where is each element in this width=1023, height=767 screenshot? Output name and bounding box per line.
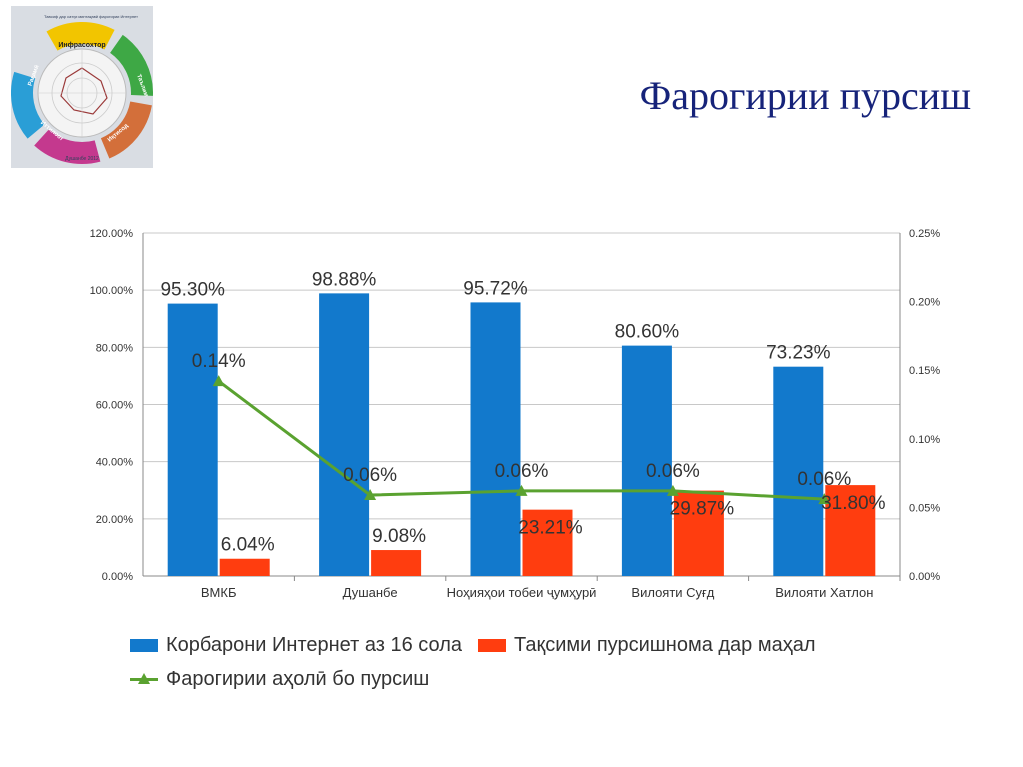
- bar-series-1: [621, 345, 672, 576]
- y-left-tick-label: 40.00%: [96, 457, 134, 469]
- data-label-series-1: 98.88%: [312, 269, 377, 290]
- data-label-series-1: 95.72%: [463, 278, 528, 299]
- data-label-series-3: 0.06%: [646, 461, 700, 482]
- legend-row: Фарогирии аҳолӣ бо пурсиш: [130, 664, 832, 694]
- logo: Тавсиф дар сатҳи минтақавӣ фарогирии Инт…: [11, 6, 153, 168]
- legend-item-series-3: Фарогирии аҳолӣ бо пурсиш: [130, 668, 429, 691]
- bar-series-1: [167, 303, 218, 576]
- chart-legend: Корбарони Интернет аз 16 сола Тақсими пу…: [130, 630, 832, 698]
- x-tick-label: ВМКБ: [201, 585, 237, 600]
- slide-title: Фарогирии пурсиш: [639, 73, 971, 118]
- y-right-tick-label: 0.20%: [909, 297, 940, 309]
- legend-swatch-bar-orange: [478, 638, 506, 652]
- y-right-tick-label: 0.15%: [909, 365, 940, 377]
- y-left-tick-label: 100.00%: [90, 285, 134, 297]
- bar-series-2: [219, 558, 270, 576]
- legend-label: Тақсими пурсишнома дар маҳал: [514, 633, 816, 656]
- y-right-tick-label: 0.05%: [909, 502, 940, 514]
- line-point-series-3: [515, 484, 528, 496]
- x-tick-label: Ноҳияҳои тобеи ҷумҳурӣ: [447, 585, 597, 600]
- legend-label: Фарогирии аҳолӣ бо пурсиш: [166, 667, 430, 690]
- bar-series-2: [673, 490, 724, 576]
- data-label-series-2: 9.08%: [372, 526, 426, 547]
- logo-segment-label: Инфрасохтор: [58, 42, 105, 49]
- legend-label: Корбарони Интернет аз 16 сола: [166, 633, 462, 656]
- data-label-series-2: 31.80%: [821, 493, 886, 514]
- legend-swatch-bar-blue: [130, 638, 158, 652]
- data-label-series-2: 23.21%: [518, 518, 583, 539]
- line-point-series-3: [666, 484, 679, 496]
- legend-row: Корбарони Интернет аз 16 сола Тақсими пу…: [130, 630, 832, 660]
- y-right-tick-label: 0.00%: [909, 571, 940, 583]
- bar-series-1: [319, 293, 370, 576]
- x-tick-label: Душанбе: [343, 585, 398, 600]
- bar-series-1: [470, 302, 521, 576]
- bar-series-2: [522, 509, 573, 576]
- data-label-series-3: 0.06%: [343, 465, 397, 486]
- y-right-tick-label: 0.10%: [909, 434, 940, 446]
- legend-swatch-line-green: [130, 672, 158, 686]
- data-label-series-2: 6.04%: [221, 535, 275, 556]
- logo-title: Тавсиф дар сатҳи минтақавӣ фарогирии Инт…: [44, 14, 138, 19]
- legend-item-series-1: Корбарони Интернет аз 16 сола: [130, 634, 462, 657]
- legend-item-series-2: Тақсими пурсишнома дар маҳал: [478, 634, 816, 657]
- y-left-tick-label: 120.00%: [90, 228, 134, 240]
- data-label-series-1: 95.30%: [160, 280, 225, 301]
- data-label-series-3: 0.06%: [495, 461, 549, 482]
- y-left-tick-label: 80.00%: [96, 342, 134, 354]
- x-tick-label: Вилояти Суғд: [631, 585, 714, 600]
- y-right-tick-label: 0.25%: [909, 228, 940, 240]
- x-tick-label: Вилояти Хатлон: [775, 585, 873, 600]
- y-left-tick-label: 0.00%: [102, 571, 133, 583]
- data-label-series-3: 0.14%: [192, 351, 246, 372]
- logo-footer: Душанбе 2012: [65, 156, 99, 162]
- line-point-series-3: [818, 493, 831, 505]
- y-left-tick-label: 20.00%: [96, 514, 134, 526]
- bar-series-1: [773, 366, 824, 576]
- line-point-series-3: [212, 375, 225, 387]
- bar-series-2: [825, 485, 876, 576]
- y-left-tick-label: 60.00%: [96, 400, 134, 412]
- bar-series-2: [371, 550, 422, 576]
- data-label-series-1: 80.60%: [615, 322, 680, 343]
- line-point-series-3: [364, 489, 377, 501]
- data-label-series-2: 29.87%: [670, 499, 735, 520]
- logo-graphic: Инфрасохтор Таълим Иқтисод Иттилоот Рақа…: [11, 22, 153, 164]
- data-label-series-3: 0.06%: [797, 469, 851, 490]
- data-label-series-1: 73.23%: [766, 343, 831, 364]
